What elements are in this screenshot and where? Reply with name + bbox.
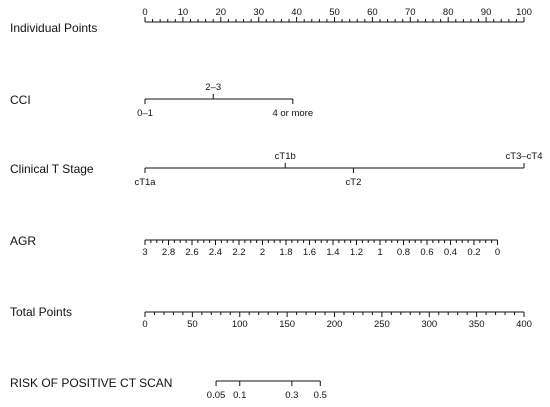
points-tick-label: 40 bbox=[291, 7, 302, 18]
t_stage-category-label: cT2 bbox=[346, 177, 362, 188]
agr-tick-label: 1.8 bbox=[279, 247, 292, 258]
points-tick-label: 60 bbox=[367, 7, 378, 18]
cci-category-label: 4 or more bbox=[272, 108, 313, 119]
cci-category-label: 0–1 bbox=[137, 108, 153, 119]
agr-tick-label: 0.2 bbox=[467, 247, 480, 258]
risk-tick-label: 0.3 bbox=[285, 390, 298, 401]
agr-tick-label: 1.6 bbox=[303, 247, 316, 258]
row-label-risk: RISK OF POSITIVE CT SCAN bbox=[10, 376, 172, 390]
points-tick-label: 80 bbox=[443, 7, 454, 18]
agr-tick-label: 0.8 bbox=[397, 247, 410, 258]
agr-tick-label: 2.4 bbox=[209, 247, 222, 258]
row-label-points: Individual Points bbox=[10, 21, 97, 35]
total-tick-label: 300 bbox=[421, 319, 437, 330]
total-tick-label: 350 bbox=[469, 319, 485, 330]
points-tick-label: 10 bbox=[178, 7, 189, 18]
total-tick-label: 200 bbox=[327, 319, 343, 330]
risk-tick-label: 0.05 bbox=[207, 390, 226, 401]
agr-tick-label: 2.8 bbox=[162, 247, 175, 258]
points-tick-label: 30 bbox=[253, 7, 264, 18]
points-tick-label: 100 bbox=[516, 7, 532, 18]
agr-tick-label: 0.4 bbox=[444, 247, 457, 258]
t_stage-category-label: cT3–cT4 bbox=[506, 151, 543, 162]
agr-tick-label: 2 bbox=[260, 247, 265, 258]
total-tick-label: 150 bbox=[279, 319, 295, 330]
t_stage-category-label: cT1b bbox=[275, 151, 296, 162]
cci-category-label: 2–3 bbox=[205, 82, 221, 93]
total-tick-label: 50 bbox=[187, 319, 198, 330]
row-label-total-points: Total Points bbox=[10, 305, 72, 319]
total-tick-label: 400 bbox=[516, 319, 532, 330]
points-tick-label: 90 bbox=[481, 7, 492, 18]
row-label-t-stage: Clinical T Stage bbox=[10, 162, 94, 176]
agr-tick-label: 0.6 bbox=[420, 247, 433, 258]
risk-tick-label: 0.5 bbox=[314, 390, 327, 401]
row-label-layer: Individual Points CCI Clinical T Stage A… bbox=[10, 21, 172, 390]
agr-tick-label: 3 bbox=[142, 247, 147, 258]
points-tick-label: 50 bbox=[329, 7, 340, 18]
points-tick-label: 70 bbox=[405, 7, 416, 18]
points-tick-label: 0 bbox=[142, 7, 147, 18]
agr-tick-label: 1.2 bbox=[350, 247, 363, 258]
agr-tick-label: 0 bbox=[495, 247, 500, 258]
total-tick-label: 0 bbox=[142, 319, 147, 330]
t_stage-category-label: cT1a bbox=[134, 177, 156, 188]
points-tick-label: 20 bbox=[216, 7, 227, 18]
total-tick-label: 250 bbox=[374, 319, 390, 330]
row-label-cci: CCI bbox=[10, 93, 31, 107]
agr-tick-label: 1 bbox=[377, 247, 382, 258]
agr-tick-label: 2.2 bbox=[232, 247, 245, 258]
agr-tick-label: 1.4 bbox=[326, 247, 339, 258]
risk-tick-label: 0.1 bbox=[233, 390, 246, 401]
total-tick-label: 100 bbox=[232, 319, 248, 330]
agr-tick-label: 2.6 bbox=[185, 247, 198, 258]
row-label-agr: AGR bbox=[10, 234, 36, 248]
